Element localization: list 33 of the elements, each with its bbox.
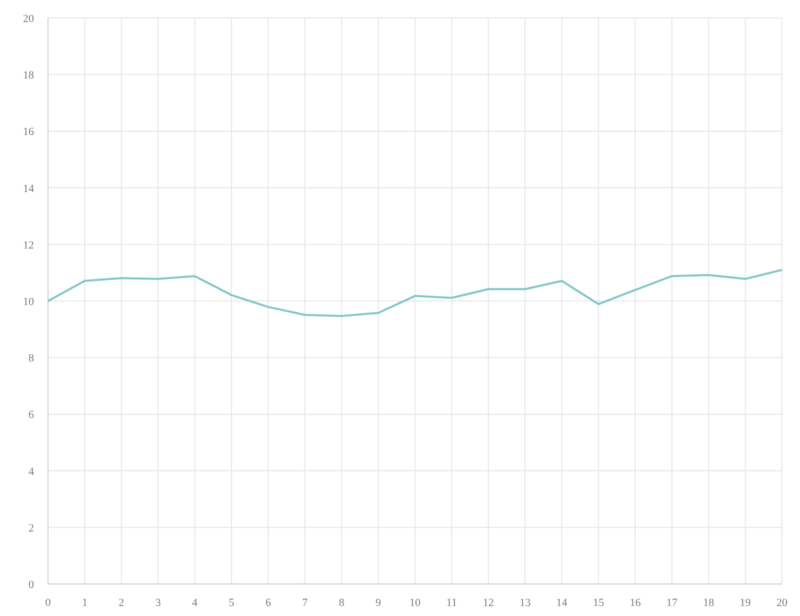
x-tick-label: 9 bbox=[376, 597, 382, 609]
x-tick-label: 19 bbox=[740, 597, 752, 609]
y-tick-label: 16 bbox=[23, 126, 34, 138]
x-tick-label: 6 bbox=[265, 597, 272, 609]
y-tick-label: 14 bbox=[23, 182, 34, 195]
x-tick-label: 18 bbox=[703, 597, 715, 609]
x-tick-label: 2 bbox=[118, 597, 124, 609]
x-tick-label: 12 bbox=[482, 597, 494, 609]
x-tick-label: 5 bbox=[228, 597, 235, 609]
x-tick-label: 8 bbox=[338, 597, 345, 609]
x-tick-label: 0 bbox=[45, 597, 52, 609]
y-tick-label: 12 bbox=[23, 239, 34, 252]
x-tick-label: 4 bbox=[192, 597, 198, 609]
x-tick-label: 13 bbox=[520, 597, 532, 609]
y-tick-label: 8 bbox=[28, 352, 34, 365]
y-tick-label: 0 bbox=[28, 579, 34, 591]
line-series bbox=[47, 268, 783, 317]
y-tick-label: 10 bbox=[23, 296, 34, 308]
y-tick-label: 6 bbox=[28, 409, 34, 422]
x-tick-label: 15 bbox=[593, 597, 604, 609]
x-tick-label: 20 bbox=[776, 597, 788, 609]
y-tick-label: 2 bbox=[28, 522, 34, 534]
x-tick-label: 14 bbox=[556, 597, 568, 609]
x-tick-label: 11 bbox=[446, 597, 457, 609]
x-tick-label: 1 bbox=[82, 597, 88, 609]
x-tick-label: 17 bbox=[666, 597, 678, 609]
x-tick-label: 3 bbox=[155, 597, 162, 609]
y-tick-label: 4 bbox=[28, 466, 34, 478]
x-tick-label: 10 bbox=[410, 597, 421, 609]
y-tick-label: 18 bbox=[23, 70, 34, 82]
x-tick-label: 16 bbox=[630, 597, 642, 609]
y-tick-label: 20 bbox=[23, 13, 34, 25]
x-tick-label: 7 bbox=[302, 597, 308, 609]
